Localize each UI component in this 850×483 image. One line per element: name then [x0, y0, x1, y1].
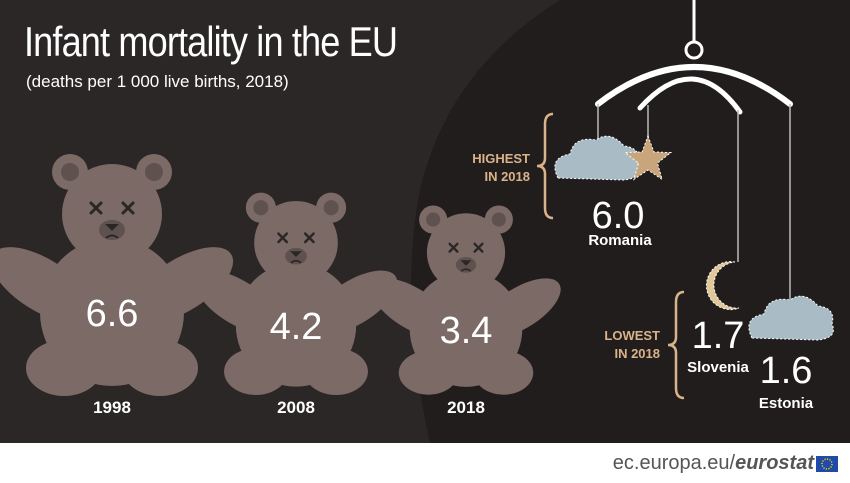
bear-head [426, 213, 506, 292]
bear-mouth [460, 268, 472, 272]
slovenia-label: Slovenia [687, 359, 749, 376]
bear-2008 [194, 192, 398, 396]
highest-brace [536, 112, 554, 220]
romania-value: 6.0 [592, 195, 645, 237]
footer-site: ec.europa.eu/ [612, 452, 736, 474]
lowest-label: IN 2018 [614, 346, 660, 361]
page-title: Infant mortality in the EU [24, 18, 398, 65]
mobile-arc [637, 76, 743, 115]
footer-brand: eurostat [735, 452, 814, 474]
lowest-label: LOWEST [604, 328, 660, 343]
bear-mouth [290, 259, 302, 264]
highest-label: IN 2018 [484, 169, 530, 184]
estonia-value: 1.6 [760, 350, 813, 392]
bear-ear-inner [426, 212, 441, 227]
bear-body [40, 238, 184, 386]
bear-2018 [371, 205, 561, 395]
bear-head [254, 200, 338, 285]
bear-ear-inner [491, 212, 506, 227]
bear-value-label: 6.6 [86, 293, 139, 335]
bear-body [409, 271, 523, 387]
eu-flag-icon [816, 456, 838, 472]
bear-ear-inner [145, 163, 163, 181]
bear-x-eye [303, 232, 315, 244]
romania-label: Romania [588, 232, 652, 249]
subtitle: (deaths per 1 000 live births, 2018) [26, 72, 289, 91]
chart-panel: 6.6 1998 4.2 2008 3.4 2018 HIGHEST IN 2018 LOWE… [0, 0, 850, 443]
bear-body [235, 262, 357, 387]
bear-ear-inner [253, 200, 269, 216]
bear-value-label: 3.4 [440, 310, 493, 352]
bear-nose [105, 224, 119, 231]
star-icon [623, 134, 673, 181]
highest-label: HIGHEST [472, 151, 530, 166]
slovenia-value: 1.7 [692, 315, 745, 357]
bear-head [62, 164, 162, 264]
bear-year-label: 1998 [93, 398, 131, 417]
cloud-icon [748, 295, 834, 341]
bear-year-label: 2008 [277, 398, 315, 417]
mobile-arc [595, 64, 793, 107]
lowest-brace [667, 290, 685, 400]
bear-nose [290, 251, 302, 258]
bear-x-eye [448, 242, 459, 253]
footer-source[interactable]: ec.europa.eu/eurostat [613, 452, 814, 475]
bear-nose [460, 260, 472, 266]
bear-x-eye [121, 201, 135, 215]
bear-1998 [0, 154, 234, 396]
bear-x-eye [89, 201, 103, 215]
estonia-label: Estonia [759, 395, 814, 412]
bear-mouth [105, 234, 119, 239]
bear-chart: 6.6 1998 4.2 2008 3.4 2018 [0, 154, 561, 417]
bear-x-eye [277, 232, 289, 244]
bear-ear-inner [323, 200, 339, 216]
bear-value-label: 4.2 [270, 306, 323, 348]
bear-ear-inner [61, 163, 79, 181]
bear-x-eye [473, 242, 484, 253]
moon-icon [706, 261, 740, 311]
bear-year-label: 2018 [447, 398, 485, 417]
